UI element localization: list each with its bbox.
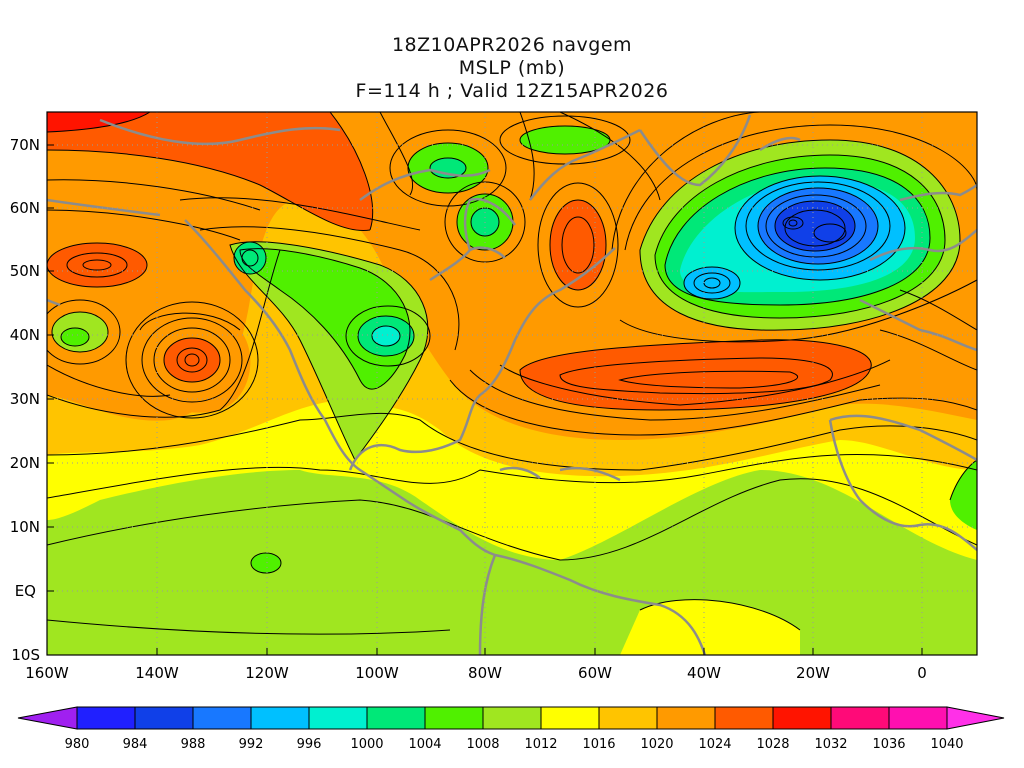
- colorbar-swatch: [714, 706, 774, 730]
- colorbar-label: 988: [181, 737, 206, 752]
- coastlines: [47, 114, 977, 655]
- colorbar-label: 1036: [872, 737, 905, 752]
- lat-label-60n: 60N: [10, 199, 40, 217]
- isobar-contours: [47, 112, 977, 635]
- colorbar-label: 1028: [756, 737, 789, 752]
- lon-label-0: 0: [917, 664, 927, 682]
- lon-label-160w: 160W: [25, 664, 69, 682]
- lon-label-60w: 60W: [578, 664, 612, 682]
- field-high-arctic: [47, 112, 373, 231]
- colorbar-swatch: [656, 706, 716, 730]
- colorbar-arrow-high: [946, 706, 1005, 730]
- colorbar-swatch: [192, 706, 252, 730]
- colorbar-label: 996: [297, 737, 322, 752]
- field-low-secondary: [684, 267, 740, 299]
- field-high-arctic-core: [47, 112, 150, 132]
- field-low-plains-core: [372, 326, 400, 346]
- colorbar-label: 1000: [350, 737, 383, 752]
- colorbar-label: 992: [239, 737, 264, 752]
- lon-label-20w: 20W: [796, 664, 830, 682]
- colorbar-label: 1016: [582, 737, 615, 752]
- colorbar: 980 984 988 992 996 1000 1004 1008 1012 1016 1020 1…: [17, 706, 1005, 752]
- field-low-tropical: [251, 553, 281, 573]
- title-line-date: 18Z10APR2026 navgem: [391, 34, 633, 56]
- field-low-atlantic-984: [775, 201, 855, 251]
- colorbar-label: 1032: [814, 737, 847, 752]
- lon-label-120w: 120W: [245, 664, 289, 682]
- colorbar-swatch: [308, 706, 368, 730]
- field-high-pacific-core: [164, 338, 220, 382]
- colorbar-swatch: [598, 706, 658, 730]
- lon-label-80w: 80W: [468, 664, 502, 682]
- colorbar-label: 1012: [524, 737, 557, 752]
- field-low-greenland: [520, 126, 610, 154]
- title-line-variable: MSLP (mb): [458, 57, 566, 79]
- colorbar-swatch: [540, 706, 600, 730]
- plot-frame: [46, 111, 978, 656]
- colorbar-swatch: [424, 706, 484, 730]
- colorbar-label: 1004: [408, 737, 441, 752]
- field-low-namerica-1008: [240, 248, 410, 390]
- lat-label-30n: 30N: [10, 390, 40, 408]
- field-low-pacific-core: [61, 328, 89, 346]
- colorbar-swatch: [888, 706, 948, 730]
- lon-labels: 160W 140W 120W 100W 80W 60W 40W 20W 0: [25, 664, 927, 682]
- colorbar-swatch: [366, 706, 426, 730]
- title-line-valid: F=114 h ; Valid 12Z15APR2026: [355, 80, 669, 102]
- lon-label-40w: 40W: [687, 664, 721, 682]
- colorbar-swatch: [830, 706, 890, 730]
- colorbar-swatch: [482, 706, 542, 730]
- colorbar-label: 984: [123, 737, 148, 752]
- lat-label-eq: EQ: [15, 582, 36, 600]
- lat-label-20n: 20N: [10, 454, 40, 472]
- lat-label-40n: 40N: [10, 326, 40, 344]
- field-low-africa: [950, 460, 977, 530]
- lat-label-70n: 70N: [10, 136, 40, 154]
- colorbar-swatch: [134, 706, 194, 730]
- colorbar-label: 980: [65, 737, 90, 752]
- lat-label-10s: 10S: [11, 646, 40, 664]
- colorbar-arrow-low: [17, 706, 78, 730]
- colorbar-swatch: [772, 706, 832, 730]
- lat-label-50n: 50N: [10, 262, 40, 280]
- field-high-midpacific: [47, 243, 147, 287]
- grid-lines: [47, 112, 977, 655]
- lon-label-100w: 100W: [355, 664, 399, 682]
- lat-labels: 70N 60N 50N 40N 30N 20N 10N EQ 10S: [10, 136, 40, 664]
- colorbar-label: 1024: [698, 737, 731, 752]
- colorbar-label: 1020: [640, 737, 673, 752]
- colorbar-label: 1008: [466, 737, 499, 752]
- colorbar-label: 1040: [930, 737, 963, 752]
- lat-label-10n: 10N: [10, 518, 40, 536]
- colorbar-swatch: [250, 706, 310, 730]
- axis-ticks: [46, 144, 923, 656]
- field-high-southamerica: [620, 599, 800, 655]
- colorbar-swatch: [76, 706, 136, 730]
- lon-label-140w: 140W: [135, 664, 179, 682]
